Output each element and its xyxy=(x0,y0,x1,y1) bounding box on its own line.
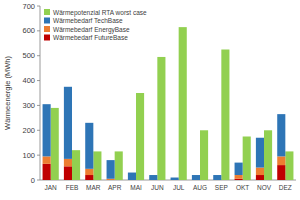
bar xyxy=(200,130,208,180)
y-tick-label: 100 xyxy=(22,151,35,160)
bar xyxy=(115,151,123,180)
bar-segment xyxy=(107,160,115,179)
y-tick-label: 600 xyxy=(22,26,35,35)
x-tick-label: FEB xyxy=(66,184,79,191)
bar-segment xyxy=(64,159,72,166)
bar xyxy=(221,50,229,181)
bar-segment xyxy=(277,114,285,156)
y-tick xyxy=(37,180,40,181)
y-tick xyxy=(37,30,40,31)
bar-segment xyxy=(43,104,51,156)
bar xyxy=(72,150,80,180)
bar-segment xyxy=(235,163,243,175)
bar-segment xyxy=(128,173,136,180)
bar-segment xyxy=(64,166,72,180)
bar xyxy=(136,93,144,180)
x-tick-label: APR xyxy=(108,184,122,191)
bar xyxy=(93,151,101,180)
y-tick xyxy=(37,155,40,156)
x-tick-label: JUL xyxy=(173,184,185,191)
legend-swatch xyxy=(44,18,50,24)
y-axis-label: Wärmeenergie (MWh) xyxy=(3,56,12,130)
bar xyxy=(179,27,187,180)
bar xyxy=(51,108,59,180)
y-tick xyxy=(37,55,40,56)
x-tick-label: MAI xyxy=(130,184,142,191)
y-axis xyxy=(40,6,41,180)
bar-segment xyxy=(64,87,72,159)
bar-segment xyxy=(107,179,115,180)
x-tick-label: OKT xyxy=(236,184,249,191)
bar-segment xyxy=(43,164,51,180)
bar-segment xyxy=(235,179,243,180)
x-tick-label: SEP xyxy=(215,184,228,191)
y-tick-label: 300 xyxy=(22,101,35,110)
x-tick-label: JAN xyxy=(45,184,58,191)
bar xyxy=(285,151,293,180)
y-tick-label: 200 xyxy=(22,126,35,135)
bar xyxy=(243,137,251,181)
bars xyxy=(43,27,294,180)
bar-segment xyxy=(43,156,51,163)
y-tick xyxy=(37,80,40,81)
bar-segment xyxy=(85,123,93,169)
y-tick-label: 700 xyxy=(22,2,35,11)
bar-segment xyxy=(256,175,264,180)
legend-label: Wärmepotenzial RTA worst case xyxy=(53,9,147,17)
y-tick-label: 400 xyxy=(22,76,35,85)
bar xyxy=(264,130,272,180)
bar-segment xyxy=(256,138,264,168)
y-tick xyxy=(37,130,40,131)
bar-segment xyxy=(149,175,157,180)
bar-segment xyxy=(235,175,243,179)
bar-segment xyxy=(85,175,93,180)
x-tick-label: MAR xyxy=(86,184,101,191)
legend-label: Wärmebedarf EnergyBase xyxy=(53,26,130,34)
legend-swatch xyxy=(44,9,50,15)
bar-segment xyxy=(213,175,221,180)
bar-segment xyxy=(171,178,179,180)
legend-label: Wärmebedarf TechBase xyxy=(53,17,123,24)
bar xyxy=(157,57,165,180)
bar-segment xyxy=(277,165,285,180)
legend-swatch xyxy=(44,26,50,32)
x-tick-label: DEZ xyxy=(279,184,292,191)
bar-segment xyxy=(277,156,285,165)
y-tick-label: 500 xyxy=(22,51,35,60)
bar-segment xyxy=(192,175,200,180)
x-tick-label: NOV xyxy=(257,184,272,191)
bar-segment xyxy=(107,180,115,181)
bar-segment xyxy=(256,168,264,175)
chart: 0 100 200 300 400 500 600 700 Wärmeenergie (MWh)… xyxy=(0,0,300,200)
x-tick-label: JUN xyxy=(151,184,164,191)
y-tick xyxy=(37,6,40,7)
y-tick xyxy=(37,105,40,106)
y-tick-label: 0 xyxy=(31,176,35,185)
legend-swatch xyxy=(44,35,50,41)
bar-segment xyxy=(85,169,93,175)
x-tick-label: AUG xyxy=(193,184,207,191)
legend-label: Wärmebedarf FutureBase xyxy=(53,34,128,41)
